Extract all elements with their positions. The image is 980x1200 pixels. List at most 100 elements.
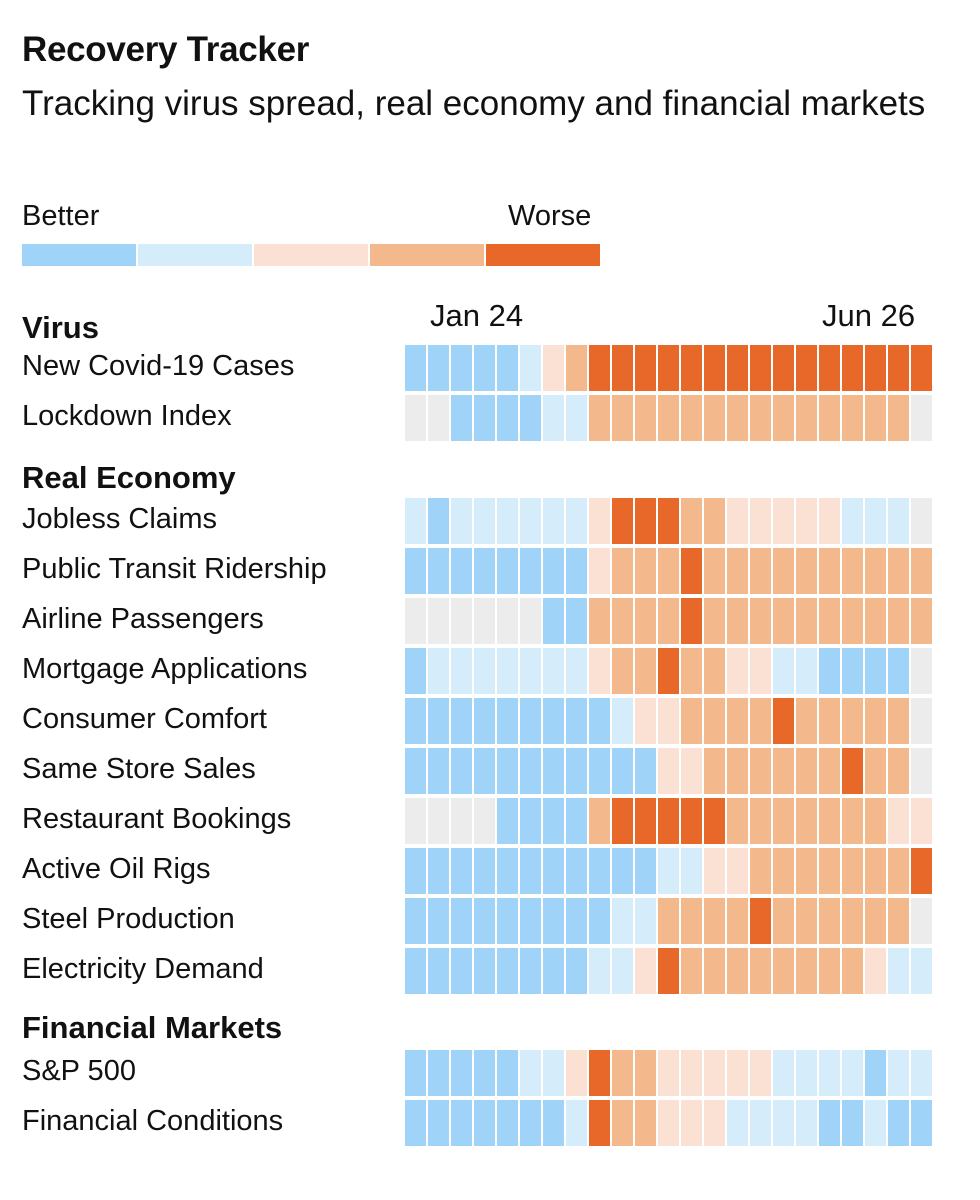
heatmap-cell bbox=[727, 1100, 748, 1146]
heatmap-cell bbox=[635, 598, 656, 644]
heatmap-cell bbox=[865, 598, 886, 644]
heatmap-cell bbox=[727, 698, 748, 744]
heatmap-cell bbox=[543, 395, 564, 441]
heatmap-cell bbox=[842, 395, 863, 441]
heatmap-cell bbox=[428, 1050, 449, 1096]
heatmap-cell bbox=[658, 345, 679, 391]
heatmap-cell bbox=[727, 498, 748, 544]
heatmap-cell bbox=[474, 898, 495, 944]
heatmap-cell bbox=[589, 345, 610, 391]
row-label: Steel Production bbox=[22, 903, 235, 935]
heatmap-cell bbox=[405, 548, 426, 594]
heatmap-cell bbox=[405, 498, 426, 544]
legend-swatch-2 bbox=[138, 244, 252, 266]
heatmap-cell bbox=[796, 1050, 817, 1096]
legend-better-label: Better bbox=[22, 200, 100, 232]
heatmap-cell bbox=[911, 598, 932, 644]
heatmap-cell bbox=[704, 345, 725, 391]
row-label: New Covid-19 Cases bbox=[22, 350, 295, 382]
heatmap-cell bbox=[911, 648, 932, 694]
heatmap-cell bbox=[520, 395, 541, 441]
heatmap-cell bbox=[405, 345, 426, 391]
heatmap-cell bbox=[451, 395, 472, 441]
heatmap-cell bbox=[543, 598, 564, 644]
heatmap-cell bbox=[589, 648, 610, 694]
heatmap-cell bbox=[796, 898, 817, 944]
heatmap-cell bbox=[865, 345, 886, 391]
heatmap-cell bbox=[451, 648, 472, 694]
legend-swatch-3 bbox=[254, 244, 368, 266]
heatmap-cell bbox=[405, 948, 426, 994]
legend-worse-label: Worse bbox=[508, 200, 592, 232]
heatmap-cell bbox=[428, 698, 449, 744]
heatmap-cell bbox=[474, 1050, 495, 1096]
heatmap-cell bbox=[635, 748, 656, 794]
heatmap-cell bbox=[520, 648, 541, 694]
heatmap-cell bbox=[474, 548, 495, 594]
heatmap-cell bbox=[635, 1050, 656, 1096]
heatmap-cell bbox=[704, 898, 725, 944]
row-label: Airline Passengers bbox=[22, 603, 264, 635]
heatmap-cell bbox=[520, 1100, 541, 1146]
heatmap-cell bbox=[773, 1050, 794, 1096]
heatmap-cell bbox=[566, 548, 587, 594]
section-title: Virus bbox=[22, 310, 99, 345]
section-title: Financial Markets bbox=[22, 1010, 283, 1045]
heatmap-cell bbox=[474, 395, 495, 441]
heatmap-cell bbox=[566, 648, 587, 694]
heatmap-cell bbox=[566, 598, 587, 644]
heatmap-cell bbox=[727, 848, 748, 894]
heatmap-cell bbox=[428, 798, 449, 844]
heatmap-cell bbox=[497, 748, 518, 794]
heatmap-cell bbox=[474, 648, 495, 694]
heatmap-cell bbox=[474, 345, 495, 391]
heatmap-cell bbox=[704, 648, 725, 694]
heatmap-cell bbox=[566, 848, 587, 894]
heatmap-cell bbox=[750, 648, 771, 694]
heatmap-cell bbox=[428, 948, 449, 994]
row-label: Same Store Sales bbox=[22, 753, 256, 785]
heatmap-cell bbox=[727, 948, 748, 994]
heatmap-cell bbox=[819, 848, 840, 894]
heatmap-cell bbox=[543, 648, 564, 694]
heatmap-cell bbox=[704, 848, 725, 894]
heatmap-cell bbox=[911, 345, 932, 391]
heatmap-cell bbox=[428, 748, 449, 794]
heatmap-cell bbox=[589, 948, 610, 994]
heatmap-cell bbox=[773, 598, 794, 644]
heatmap-cell bbox=[911, 548, 932, 594]
heatmap-cell bbox=[405, 798, 426, 844]
heatmap-cell bbox=[842, 345, 863, 391]
heatmap-cell bbox=[773, 948, 794, 994]
heatmap-cell bbox=[497, 498, 518, 544]
heatmap-cell bbox=[681, 1100, 702, 1146]
heatmap-cell bbox=[612, 748, 633, 794]
heatmap-cell bbox=[520, 498, 541, 544]
heatmap-cell bbox=[819, 948, 840, 994]
heatmap-cell bbox=[635, 848, 656, 894]
heatmap-cell bbox=[474, 698, 495, 744]
heatmap-cell bbox=[865, 948, 886, 994]
heatmap-cell bbox=[842, 798, 863, 844]
heatmap-cell bbox=[681, 648, 702, 694]
heatmap-cell bbox=[497, 395, 518, 441]
heatmap-cell bbox=[842, 698, 863, 744]
heatmap-cell bbox=[750, 498, 771, 544]
heatmap-cell bbox=[819, 898, 840, 944]
heatmap-cell bbox=[888, 548, 909, 594]
heatmap-cell bbox=[796, 498, 817, 544]
heatmap-cell bbox=[405, 898, 426, 944]
heatmap-cell bbox=[635, 798, 656, 844]
heatmap-cell bbox=[842, 598, 863, 644]
heatmap-cell bbox=[681, 345, 702, 391]
heatmap-cell bbox=[474, 748, 495, 794]
heatmap-cell bbox=[497, 598, 518, 644]
heatmap-cell bbox=[543, 548, 564, 594]
heatmap-cell bbox=[865, 898, 886, 944]
row-label: Consumer Comfort bbox=[22, 703, 267, 735]
heatmap-cell bbox=[796, 748, 817, 794]
heatmap-cell bbox=[405, 848, 426, 894]
heatmap-cell bbox=[635, 948, 656, 994]
heatmap-cell bbox=[911, 1050, 932, 1096]
row-label: Active Oil Rigs bbox=[22, 853, 211, 885]
